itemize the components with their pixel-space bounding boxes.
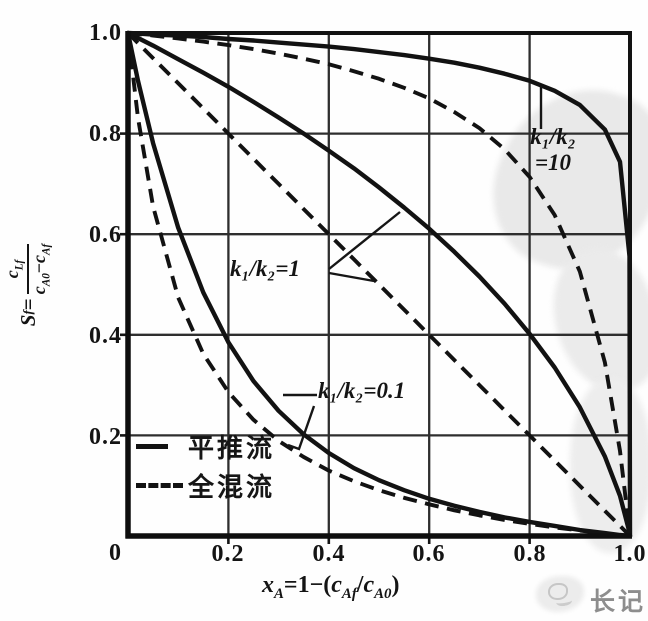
origin-tick-0: 0	[109, 540, 121, 566]
dashed-line-sample	[136, 482, 188, 488]
x-tick-0.2: 0.2	[211, 541, 245, 567]
curve-plug-flow-k1-k2-10	[125, 30, 633, 539]
y-tick-1.0: 1.0	[89, 20, 122, 46]
y-tick-0.6: 0.6	[89, 222, 122, 248]
curve-mixed-flow-k1-k2-0.1	[126, 32, 632, 538]
annotation-pointer-lines	[283, 86, 543, 451]
x-tick-0.6: 0.6	[412, 541, 446, 567]
legend-label-mixed-flow: 全混流	[188, 472, 276, 503]
x-symbol: x	[262, 572, 274, 598]
curve-mixed-flow-k1-k2-10	[127, 31, 632, 537]
stamp-text: 长记	[590, 587, 647, 616]
annotation-k1k2-0.1: k₁/k₂=0.1	[318, 378, 406, 403]
solid-line-sample	[136, 443, 188, 449]
annotation-k1k2-1: k₁/k₂=1	[230, 256, 301, 281]
annotation-k1k2-10: k₁/k₂ =10	[530, 124, 576, 176]
y-tick-0.2: 0.2	[89, 424, 122, 450]
x-tick-0.4: 0.4	[312, 541, 346, 567]
y-axis-fraction: cLf cA0−cAf	[1, 243, 53, 295]
x-tick-0.8: 0.8	[513, 541, 547, 567]
stamp-logo-icon	[546, 583, 576, 609]
y-tick-0.4: 0.4	[89, 323, 122, 349]
curve-mixed-flow-k1-k2-1	[126, 31, 632, 538]
curve-plug-flow-k1-k2-1	[125, 30, 633, 539]
x-tick-1.0: 1.0	[613, 541, 647, 567]
legend: 平推流 全混流	[136, 431, 275, 503]
gridlines	[120, 33, 630, 544]
y-symbol: S	[15, 314, 40, 327]
legend-item-plug-flow: 平推流	[136, 431, 275, 464]
legend-label-plug-flow: 平推流	[188, 433, 276, 464]
x-axis-title: xA=1−(cAf/cA0)	[262, 572, 400, 602]
y-tick-0.8: 0.8	[89, 121, 122, 147]
legend-item-mixed-flow: 全混流	[136, 470, 275, 503]
data-curves	[125, 30, 633, 539]
